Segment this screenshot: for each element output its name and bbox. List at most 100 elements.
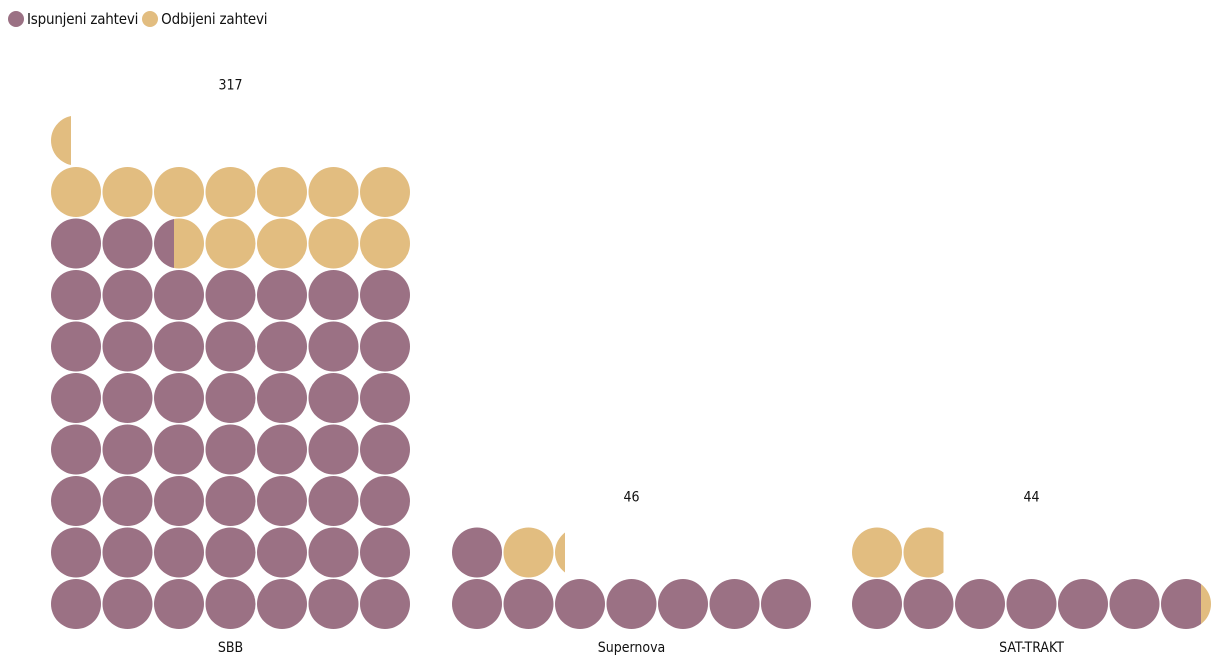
waffle-cell-sbb-fulfilled xyxy=(102,527,153,578)
waffle-cell-supernova-fulfilled xyxy=(658,579,708,629)
category-label-sat-trakt: SAT-TRAKT xyxy=(999,640,1064,656)
waffle-cell-sbb-rejected xyxy=(257,218,307,269)
waffle-cell-sbb-fulfilled xyxy=(154,219,174,268)
waffle-cell-sat-trakt-fulfilled xyxy=(903,579,954,629)
waffle-cell-sbb-fulfilled xyxy=(51,579,101,629)
waffle-cell-sbb-fulfilled xyxy=(360,373,410,423)
waffle-cell-sbb-fulfilled xyxy=(308,476,359,526)
waffle-cell-sbb-fulfilled xyxy=(102,373,153,423)
legend-swatch-fulfilled xyxy=(8,11,24,27)
waffle-cell-supernova-fulfilled xyxy=(452,527,502,578)
waffle-cell-sbb-rejected xyxy=(360,167,410,217)
waffle-cell-sbb-fulfilled xyxy=(154,476,204,526)
waffle-cell-sbb-fulfilled xyxy=(360,270,410,320)
waffle-cell-sbb-fulfilled xyxy=(308,424,359,475)
waffle-cell-sbb-fulfilled xyxy=(51,270,101,320)
waffle-cell-supernova-rejected xyxy=(503,527,554,578)
waffle-cell-sbb-fulfilled xyxy=(102,321,153,372)
waffle-cell-sat-trakt-fulfilled xyxy=(852,579,902,629)
waffle-cell-sbb-fulfilled xyxy=(308,579,359,629)
waffle-cell-sbb-rejected xyxy=(205,167,256,217)
waffle-cell-supernova-fulfilled xyxy=(761,579,811,629)
waffle-cell-sbb-fulfilled xyxy=(308,373,359,423)
waffle-cell-sbb-rejected xyxy=(51,116,71,165)
waffle-cell-sbb-fulfilled xyxy=(257,527,307,578)
waffle-cell-sbb-fulfilled xyxy=(154,270,204,320)
waffle-cell-sbb-fulfilled xyxy=(51,527,101,578)
waffle-cell-sbb-fulfilled xyxy=(360,527,410,578)
waffle-cell-sbb-fulfilled xyxy=(360,321,410,372)
group-sbb: 317 SBB xyxy=(51,78,410,656)
waffle-cell-sbb-fulfilled xyxy=(102,218,153,269)
waffle-cell-sbb-fulfilled xyxy=(205,373,256,423)
waffle-cell-sbb-fulfilled xyxy=(205,527,256,578)
waffle-cell-sbb-rejected xyxy=(174,218,204,269)
waffle-cell-sbb-fulfilled xyxy=(360,579,410,629)
waffle-cell-sbb-fulfilled xyxy=(51,218,101,269)
waffle-cell-sbb-fulfilled xyxy=(257,373,307,423)
waffle-cell-sbb-fulfilled xyxy=(154,321,204,372)
waffle-cell-supernova-fulfilled xyxy=(452,579,502,629)
waffle-cell-sbb-fulfilled xyxy=(51,424,101,475)
waffle-cell-supernova-fulfilled xyxy=(709,579,760,629)
waffle-cell-supernova-fulfilled xyxy=(555,579,605,629)
waffle-cell-supernova-rejected xyxy=(555,532,565,573)
waffle-cell-sat-trakt-rejected xyxy=(1201,584,1211,624)
waffle-cell-sbb-rejected xyxy=(308,167,359,217)
legend-item-rejected[interactable]: Odbijeni zahtevi xyxy=(142,10,268,28)
waffle-cell-sat-trakt-fulfilled xyxy=(1161,579,1201,629)
waffle-cell-sbb-fulfilled xyxy=(257,270,307,320)
waffle-cell-sbb-rejected xyxy=(205,218,256,269)
legend-swatch-rejected xyxy=(142,11,159,27)
total-label-sat-trakt: 44 xyxy=(1023,490,1039,506)
waffle-cell-sbb-fulfilled xyxy=(154,373,204,423)
waffle-cell-sbb-fulfilled xyxy=(102,579,153,629)
waffle-cell-sbb-fulfilled xyxy=(205,424,256,475)
waffle-cell-sbb-fulfilled xyxy=(102,476,153,526)
waffle-cell-sat-trakt-rejected xyxy=(852,527,902,578)
waffle-cell-sbb-fulfilled xyxy=(257,321,307,372)
total-label-sbb: 317 xyxy=(218,78,242,94)
waffle-cell-sbb-rejected xyxy=(51,167,101,217)
waffle-cell-supernova-fulfilled xyxy=(606,579,657,629)
waffle-cell-sbb-fulfilled xyxy=(154,579,204,629)
waffle-cell-sbb-fulfilled xyxy=(102,270,153,320)
waffle-cell-sbb-rejected xyxy=(360,218,410,269)
waffle-cell-sbb-fulfilled xyxy=(154,424,204,475)
group-supernova: 46 Supernova xyxy=(452,490,811,656)
waffle-cell-sbb-fulfilled xyxy=(360,476,410,526)
waffle-cell-sbb-fulfilled xyxy=(257,476,307,526)
waffle-cell-sbb-fulfilled xyxy=(205,321,256,372)
total-label-supernova: 46 xyxy=(623,490,639,506)
group-sat-trakt: 44 SAT-TRAKT xyxy=(852,490,1211,656)
waffle-cell-supernova-fulfilled xyxy=(503,579,554,629)
legend-label-rejected: Odbijeni zahtevi xyxy=(161,10,268,28)
legend-item-fulfilled[interactable]: Ispunjeni zahtevi xyxy=(8,10,138,28)
waffle-cell-sbb-rejected xyxy=(102,167,153,217)
waffle-cell-sbb-fulfilled xyxy=(154,527,204,578)
waffle-cell-sat-trakt-fulfilled xyxy=(1109,579,1160,629)
waffle-cell-sat-trakt-fulfilled xyxy=(955,579,1005,629)
waffle-cell-sbb-rejected xyxy=(308,218,359,269)
category-label-sbb: SBB xyxy=(218,640,243,656)
waffle-cell-sbb-fulfilled xyxy=(51,373,101,423)
legend: Ispunjeni zahtevi Odbijeni zahtevi xyxy=(8,8,271,30)
waffle-cell-sbb-fulfilled xyxy=(51,476,101,526)
waffle-cell-sbb-fulfilled xyxy=(308,270,359,320)
waffle-cell-sbb-fulfilled xyxy=(205,270,256,320)
waffle-cell-sat-trakt-fulfilled xyxy=(1058,579,1108,629)
waffle-cell-sbb-rejected xyxy=(257,167,307,217)
waffle-cell-sbb-fulfilled xyxy=(360,424,410,475)
category-label-supernova: Supernova xyxy=(598,640,666,656)
waffle-cell-sat-trakt-rejected xyxy=(903,527,944,578)
waffle-cell-sbb-rejected xyxy=(154,167,204,217)
waffle-cell-sbb-fulfilled xyxy=(205,476,256,526)
waffle-cell-sbb-fulfilled xyxy=(51,321,101,372)
waffle-cell-sbb-fulfilled xyxy=(257,424,307,475)
waffle-cell-sbb-fulfilled xyxy=(308,321,359,372)
legend-label-fulfilled: Ispunjeni zahtevi xyxy=(27,10,139,28)
waffle-cell-sbb-fulfilled xyxy=(102,424,153,475)
waffle-cell-sat-trakt-fulfilled xyxy=(1006,579,1057,629)
waffle-cell-sbb-fulfilled xyxy=(257,579,307,629)
